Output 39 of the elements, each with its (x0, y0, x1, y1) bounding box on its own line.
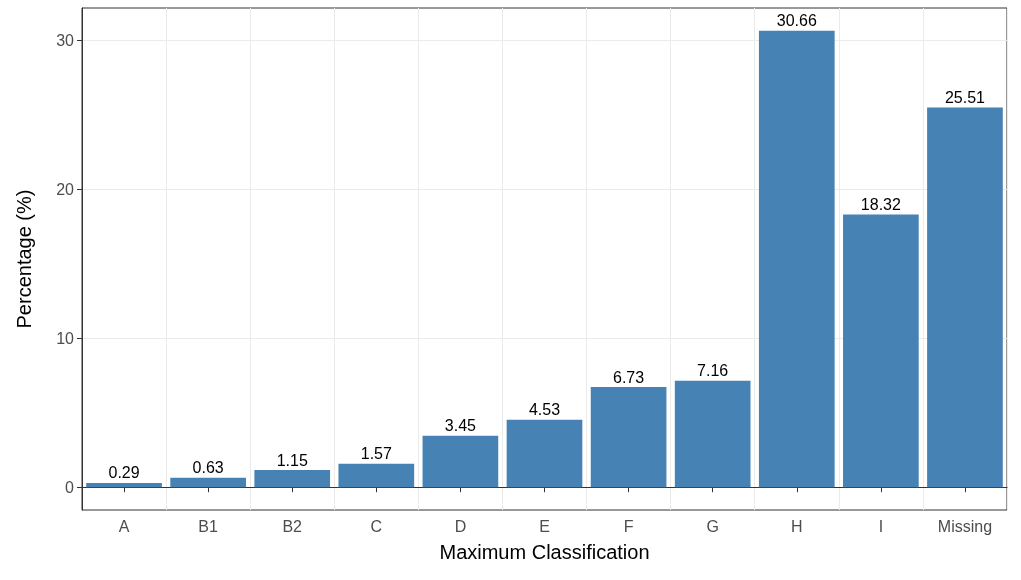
data-label: 3.45 (444, 417, 477, 435)
y-axis-title: Percentage (%) (13, 189, 35, 329)
data-label: 18.32 (860, 195, 901, 213)
data-label: 7.16 (697, 362, 729, 380)
bar (338, 463, 415, 488)
x-tick-label: H (790, 517, 803, 535)
x-tick-label: D (454, 517, 467, 535)
x-tick-label: C (370, 517, 383, 535)
bar (758, 30, 835, 488)
x-tick-label: Missing (937, 517, 993, 535)
x-tick-label: E (539, 517, 550, 535)
y-tick-label: 10 (56, 329, 75, 347)
x-tick-label: F (623, 517, 634, 535)
x-tick-label: B1 (198, 517, 219, 535)
data-label: 30.66 (776, 12, 817, 30)
data-label: 0.63 (192, 459, 224, 477)
x-tick-label: I (878, 517, 884, 535)
x-tick-label: B2 (282, 517, 303, 535)
y-tick-label: 30 (56, 32, 75, 50)
data-label: 6.73 (613, 368, 645, 386)
x-tick-label: G (706, 517, 719, 535)
x-axis-title: Maximum Classification (439, 541, 650, 563)
data-label: 4.53 (528, 401, 561, 419)
bar (170, 477, 246, 488)
bar (422, 435, 499, 488)
data-label: 25.51 (944, 88, 986, 106)
data-label: 0.29 (108, 464, 140, 482)
bar (254, 470, 331, 488)
data-label: 1.57 (360, 445, 392, 463)
bar (843, 214, 919, 488)
y-tick-label: 0 (65, 478, 75, 496)
y-tick-label: 20 (56, 180, 75, 198)
bar (86, 482, 162, 488)
data-label: 1.15 (276, 451, 308, 469)
bar (927, 107, 1003, 488)
bar (506, 419, 583, 488)
bar (674, 380, 751, 488)
bar (590, 387, 667, 488)
x-tick-label: A (118, 517, 130, 535)
